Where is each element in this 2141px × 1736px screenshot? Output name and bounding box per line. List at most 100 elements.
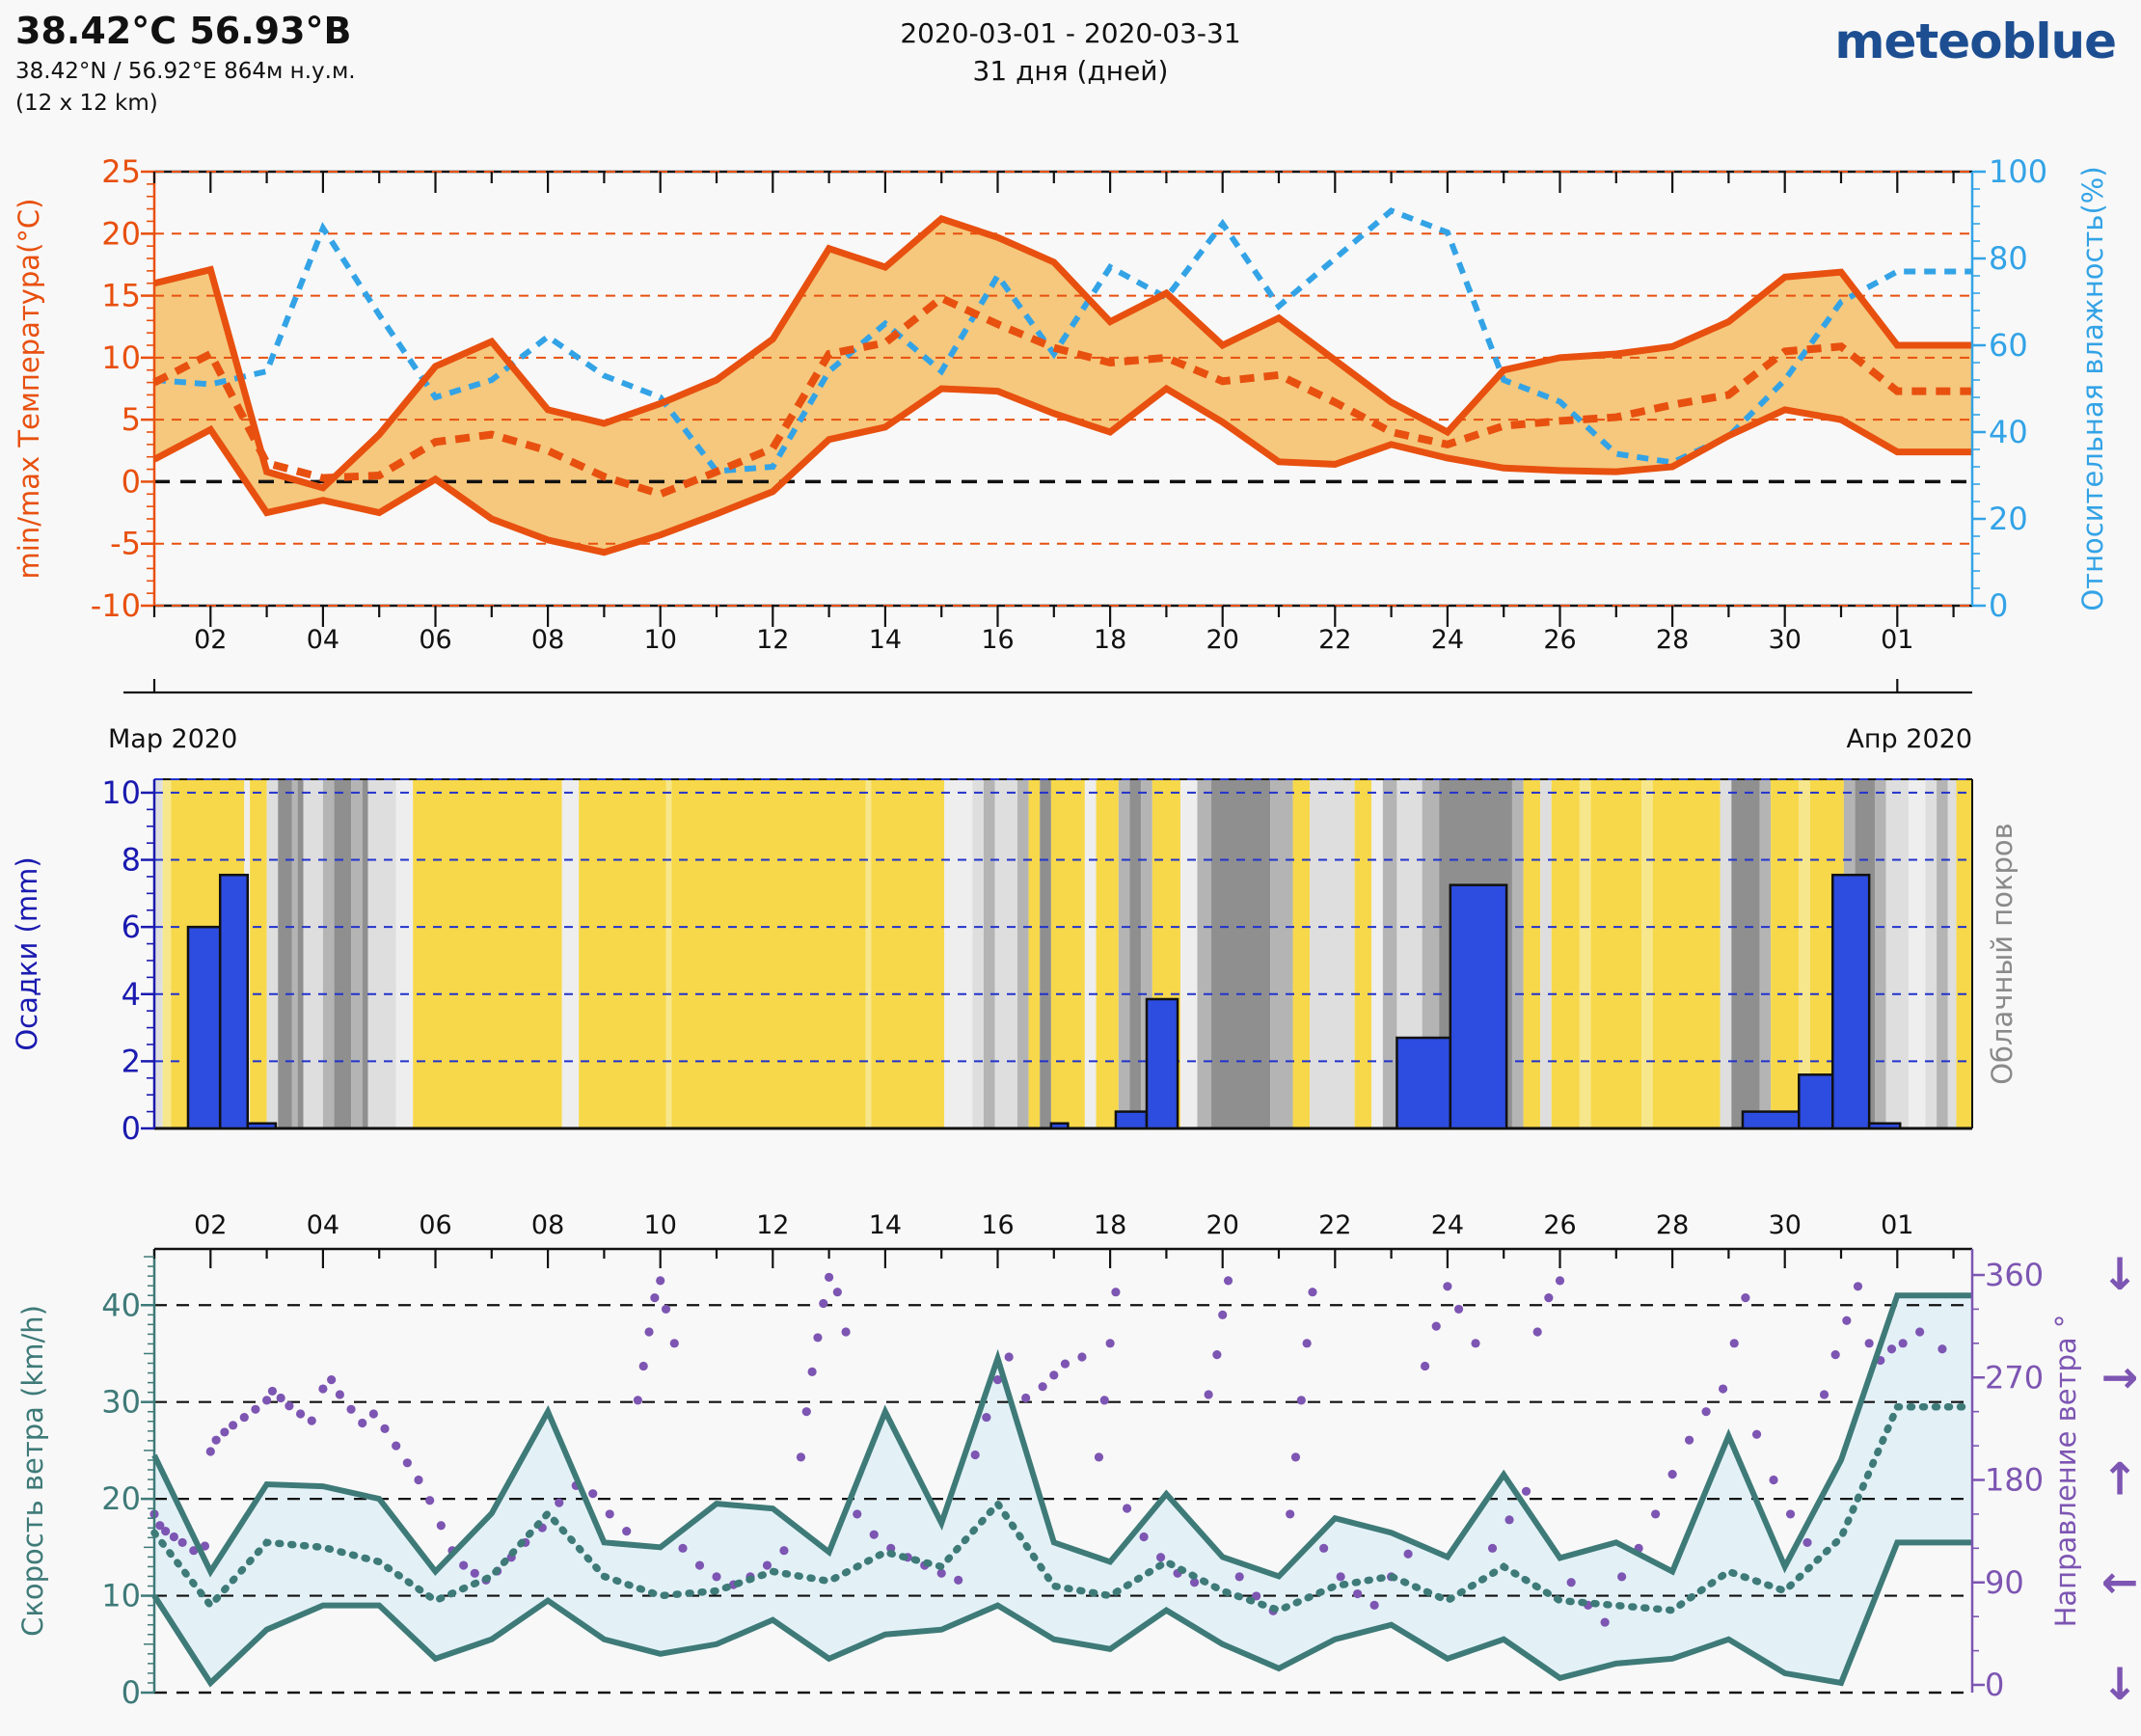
date-tick-label: 26 <box>1543 1210 1576 1240</box>
wind-direction-dot <box>307 1416 316 1425</box>
wind-direction-dot <box>819 1298 828 1309</box>
wind-direction-dot <box>853 1509 862 1519</box>
wind-direction-dot <box>358 1418 367 1428</box>
cloud-cover-band <box>1579 779 1591 1128</box>
temp-tick-label: 15 <box>101 278 141 314</box>
wind-speed-tick-label: 20 <box>101 1480 141 1517</box>
humidity-tick-label: 80 <box>1989 240 2028 277</box>
date-tick-label: 20 <box>1206 625 1239 655</box>
cloud-cover-band <box>972 779 984 1128</box>
date-tick-label: 28 <box>1656 1210 1689 1240</box>
location-coordinates: 38.42°N / 56.92°E 864м н.у.м. <box>15 59 356 84</box>
wind-direction-dot <box>1819 1390 1829 1399</box>
wind-direction-dot <box>267 1386 278 1397</box>
wind-direction-dot <box>318 1384 328 1394</box>
wind-direction-dot <box>1751 1429 1762 1439</box>
wind-direction-dot <box>1290 1452 1301 1462</box>
wind-direction-dot <box>470 1568 479 1578</box>
wind-direction-dot <box>155 1521 165 1531</box>
wind-direction-dot <box>1049 1370 1059 1380</box>
precipitation-bar <box>246 1122 278 1130</box>
wind-direction-dot <box>1443 1282 1452 1291</box>
wind-chart: 02 04 06 08 10 12 14 16 18 20 22 24 26 28 30 01 0 10 20 30 4… <box>16 1210 2139 1711</box>
wind-direction-dot <box>1600 1617 1610 1627</box>
temperature-axis-title: min/max Температура(°C) <box>13 199 45 580</box>
cloud-cover-band <box>1016 779 1029 1128</box>
wind-direction-dot <box>1431 1321 1441 1331</box>
date-tick-label: 12 <box>756 1210 789 1240</box>
cloud-cover-band <box>1511 779 1524 1128</box>
cloud-cover-band <box>367 779 396 1128</box>
wind-direction-dot <box>1296 1396 1306 1405</box>
wind-direction-dot <box>1234 1572 1244 1582</box>
temperature-humidity-plot: -10 -5 0 5 10 15 20 25 0 20 40 60 80 100 <box>91 153 2047 624</box>
date-tick-label: 30 <box>1769 625 1802 655</box>
wind-direction-dot <box>402 1458 412 1468</box>
wind-speed-tick-label: 10 <box>101 1578 141 1614</box>
cloud-cover-band <box>1771 779 1800 1128</box>
precipitation-bar <box>1449 883 1508 1130</box>
cloud-cover-band <box>1118 779 1130 1128</box>
date-tick-label: 06 <box>419 625 451 655</box>
wind-direction-dot <box>801 1407 811 1417</box>
precipitation-bar <box>1867 1122 1902 1130</box>
wind-direction-dot <box>1111 1288 1121 1297</box>
wind-direction-dot <box>436 1521 446 1531</box>
location-grid-resolution: (12 x 12 km) <box>15 91 158 116</box>
cloud-cover-band <box>1084 779 1097 1128</box>
cloud-cover-band <box>1129 779 1142 1128</box>
wind-direction-arrow-icon: ↑ <box>2101 1453 2139 1505</box>
wind-direction-dot <box>1471 1339 1480 1348</box>
temp-tick-label: -5 <box>110 526 141 562</box>
wind-direction-dot <box>327 1375 337 1385</box>
wind-direction-dot <box>200 1541 210 1551</box>
cloud-cover-axis-title: Облачный покров <box>1986 823 2019 1085</box>
wind-direction-dot <box>239 1412 249 1423</box>
cloud-cover-band <box>334 779 352 1128</box>
wind-speed-axis-title: Скорость ветра (km/h) <box>16 1305 49 1637</box>
wind-direction-dot <box>1566 1578 1576 1587</box>
cloud-cover-band <box>1720 779 1732 1128</box>
precipitation-bar <box>1396 1036 1452 1130</box>
max-wind-speed-line <box>151 1292 1972 1580</box>
cloud-cover-band <box>671 779 866 1128</box>
temp-tick-label: 5 <box>122 401 141 438</box>
humidity-tick-label: 100 <box>1989 153 2047 190</box>
cloud-cover-band <box>1759 779 1772 1128</box>
humidity-tick-label: 60 <box>1989 327 2028 364</box>
min-temperature-line <box>152 384 1972 556</box>
cloud-cover-band <box>1799 779 1810 1128</box>
wind-direction-dot <box>1532 1327 1542 1337</box>
wind-direction-arrow-icon: ↓ <box>2101 1658 2139 1710</box>
date-tick-label: 26 <box>1543 625 1576 655</box>
cloud-cover-band <box>1590 779 1642 1128</box>
wind-direction-dot <box>1544 1293 1554 1303</box>
wind-direction-dot <box>1420 1361 1430 1371</box>
date-tick-label: 16 <box>981 625 1014 655</box>
wind-direction-dot <box>335 1390 344 1399</box>
wind-direction-dot <box>1302 1339 1312 1348</box>
cloud-cover-band <box>278 779 292 1128</box>
wind-direction-dot <box>380 1424 390 1433</box>
wind-direction-dot <box>650 1293 660 1303</box>
cloud-cover-band <box>322 779 335 1128</box>
wind-direction-dot <box>1021 1393 1031 1403</box>
wind-direction-dot <box>425 1496 435 1505</box>
cloud-cover-band <box>1956 779 1972 1128</box>
wind-direction-dot <box>276 1393 285 1403</box>
cloud-cover-band <box>395 779 414 1128</box>
mean-wind-speed-line <box>150 1402 1976 1614</box>
wind-direction-dot <box>1718 1384 1728 1394</box>
cloud-cover-band <box>1040 779 1051 1128</box>
cloud-cover-band <box>362 779 368 1128</box>
wind-direction-dot <box>762 1560 772 1570</box>
cloud-cover-band <box>1652 779 1721 1128</box>
cloud-cover-band <box>297 779 304 1128</box>
meteoblue-logo: meteoblue <box>1834 14 2117 69</box>
wind-direction-dot <box>1886 1344 1897 1354</box>
wind-direction-dot <box>1060 1359 1070 1369</box>
wind-plot: 02 04 06 08 10 12 14 16 18 20 22 24 26 28 30 01 0 10 20 30 4… <box>101 1210 2044 1711</box>
wind-direction-dot <box>954 1575 963 1585</box>
month-label-left: Мар 2020 <box>108 724 237 752</box>
wind-direction-dot <box>656 1276 665 1286</box>
